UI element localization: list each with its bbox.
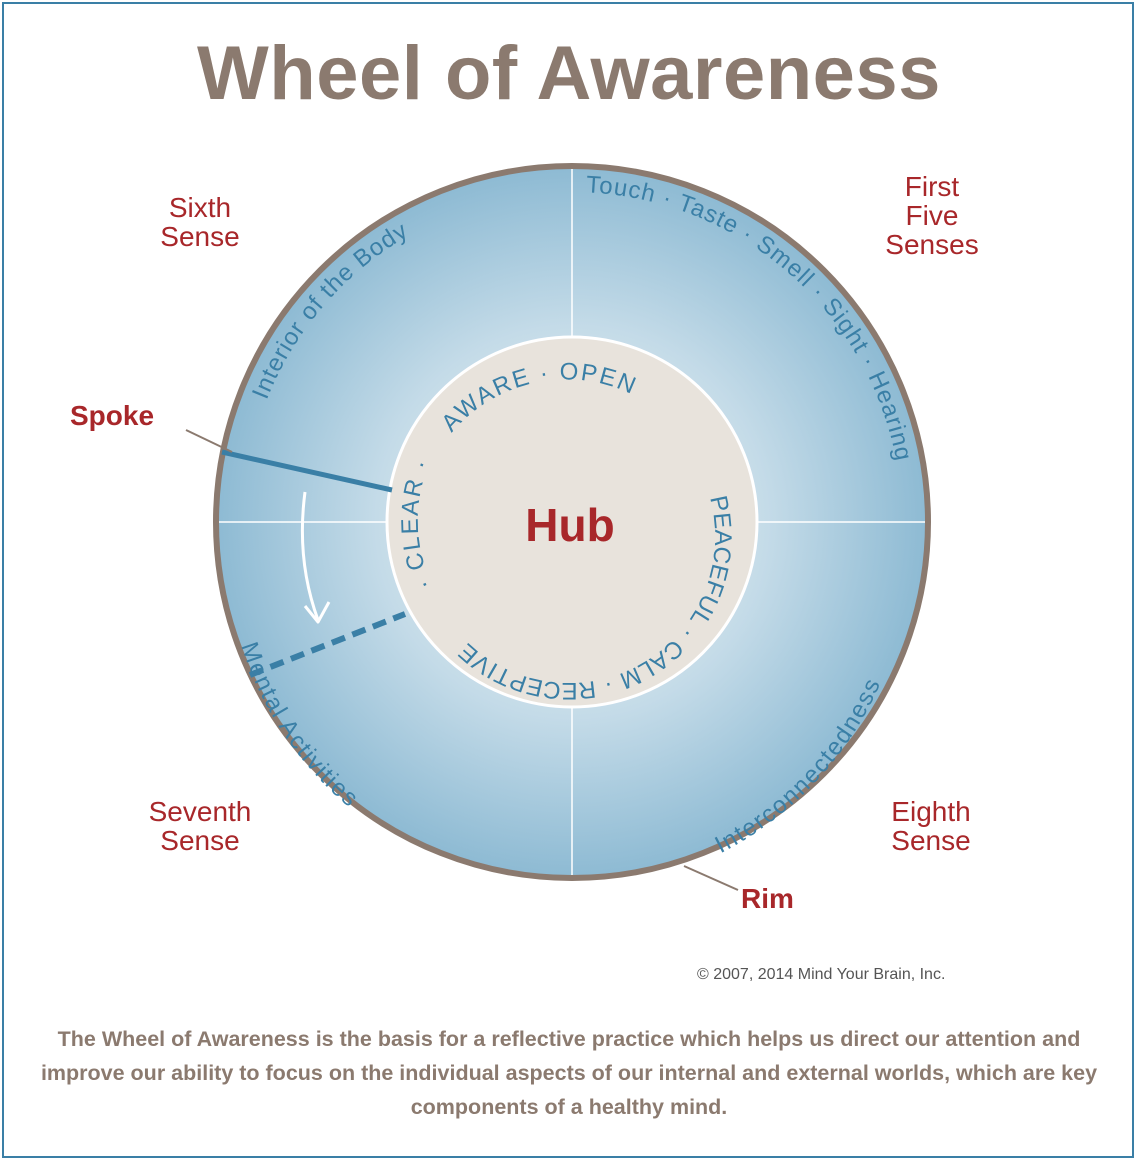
sense-first-line1: First [904,171,960,202]
rim-callout-line [683,865,739,891]
hub-circle [385,335,759,709]
rotation-arrowhead [303,601,331,624]
sense-sixth-line2: Sense [160,221,240,252]
rotation-arrow [300,491,320,621]
page-title: Wheel of Awareness [197,31,941,116]
sense-eighth-line1: Eighth [891,796,971,827]
sense-seventh-line1: Seventh [148,796,252,827]
copyright-notice: © 2007, 2014 Mind Your Brain, Inc. [697,966,946,983]
spoke-dashed [248,611,407,678]
sense-seventh-line2: Sense [160,825,240,856]
sense-eighth-line2: Sense [891,825,971,856]
sense-sixth-line1: Sixth [168,192,232,223]
sense-label-seventh: Seventh Sense [125,797,275,855]
hub-label: Hub [525,499,615,551]
callout-spoke: Spoke [70,400,155,431]
sense-label-eighth: Eighth Sense [866,797,996,855]
description-paragraph: The Wheel of Awareness is the basis for … [40,1027,1098,1119]
spoke-callout-line [185,429,233,453]
sense-first-line3: Senses [885,229,979,260]
sense-label-first: First Five Senses [862,172,1002,259]
spoke-solid [221,449,393,493]
sense-first-line2: Five [905,200,959,231]
callout-rim: Rim [741,883,794,914]
sense-label-sixth: Sixth Sense [140,193,260,251]
